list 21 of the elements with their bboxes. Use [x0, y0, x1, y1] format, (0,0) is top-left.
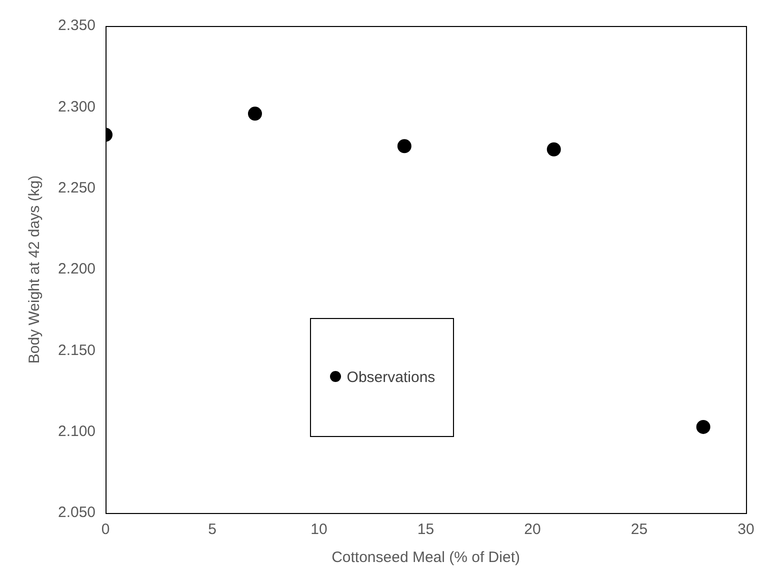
y-tick-label: 2.200: [58, 260, 96, 278]
y-tick-label: 2.050: [58, 504, 96, 522]
point: [397, 139, 412, 154]
y-axis-title: Body Weight at 42 days (kg): [26, 175, 44, 364]
legend-label: Observations: [346, 369, 436, 386]
y-tick-label: 2.300: [58, 98, 96, 116]
y-tick-label: 2.150: [58, 342, 96, 359]
x-tick-label: 25: [630, 521, 648, 538]
y-tick-label: 2.250: [58, 179, 96, 196]
x-tick-label: 30: [738, 521, 754, 538]
y-tick-label: 2.350: [58, 17, 96, 34]
x-axis-title: Cottonseed Meal (% of Diet): [332, 549, 520, 566]
x-tick-label: 5: [208, 521, 216, 538]
x-tick-label: 0: [101, 521, 110, 538]
x-tick-label: 15: [417, 521, 434, 538]
y-tick-label: 2.100: [58, 422, 96, 440]
point: [546, 142, 561, 156]
point: [696, 420, 710, 434]
x-tick-label: 20: [524, 521, 541, 538]
x-tick-label: 10: [310, 521, 328, 538]
point: [248, 106, 262, 121]
